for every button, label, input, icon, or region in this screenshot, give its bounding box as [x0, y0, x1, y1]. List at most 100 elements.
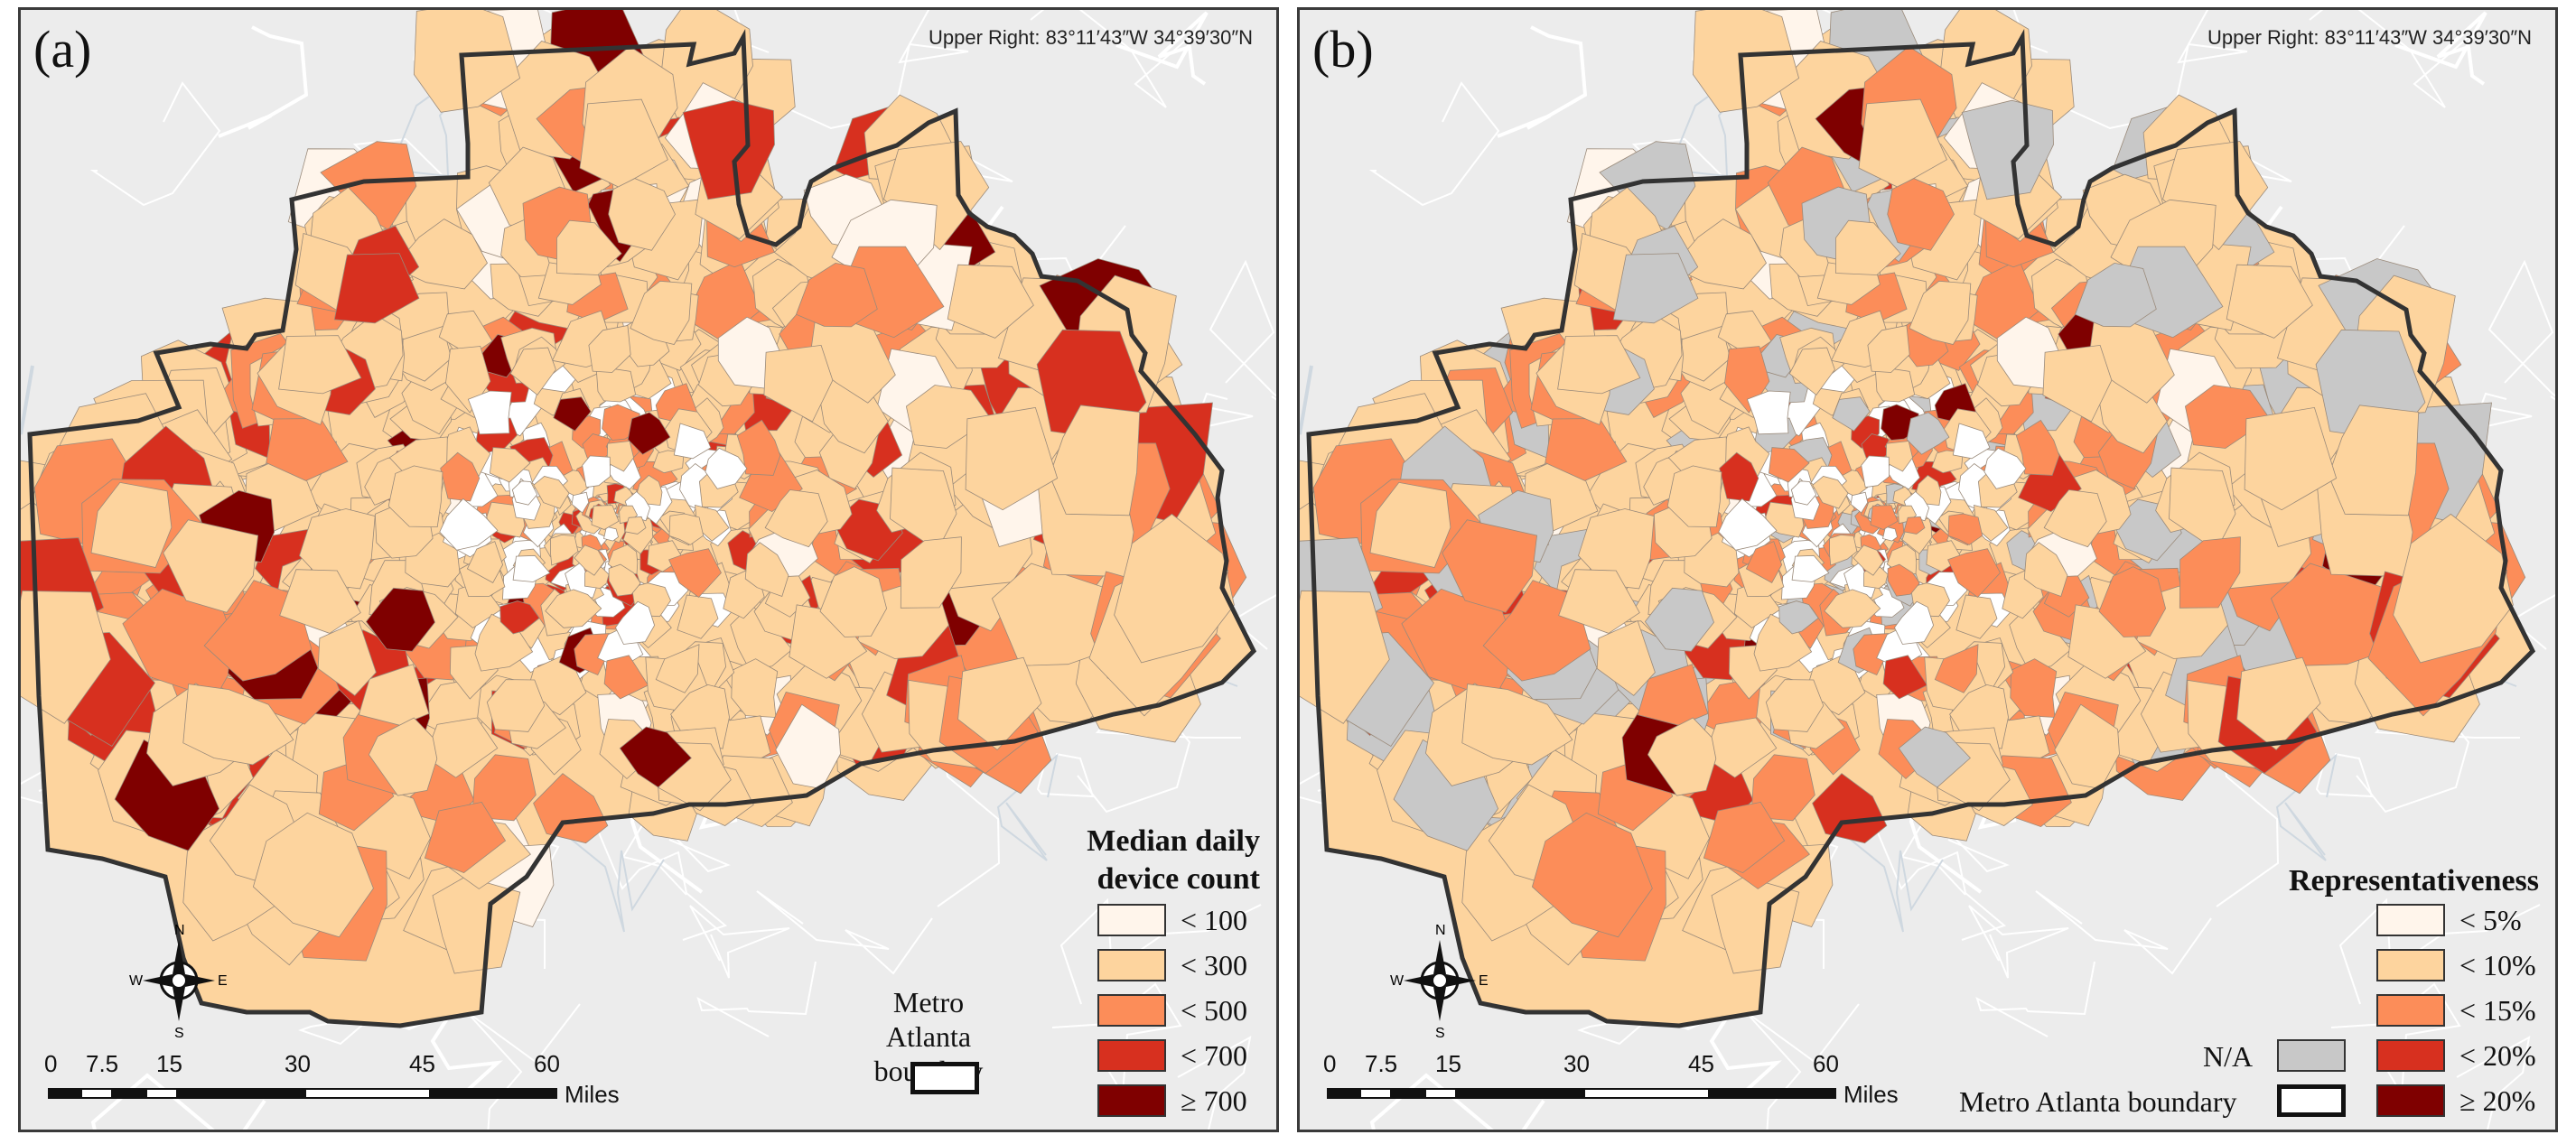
legend-swatch	[2376, 949, 2445, 981]
census-tract	[471, 754, 537, 822]
census-tract	[947, 264, 1034, 339]
panel-label-a: (a)	[33, 20, 92, 79]
basemap-road	[1821, 815, 1944, 933]
compass-e: E	[1479, 973, 1489, 989]
census-tract	[1853, 544, 1884, 576]
basemap-road	[790, 10, 969, 130]
census-tract	[279, 569, 361, 634]
compass-w: W	[129, 973, 144, 989]
census-tract	[591, 505, 620, 530]
census-tract	[365, 587, 435, 652]
census-tract	[368, 717, 438, 796]
basemap-road	[2275, 753, 2338, 861]
census-tract	[424, 801, 507, 874]
scale-segment	[1457, 1088, 1583, 1099]
legend-label: < 5%	[2459, 904, 2522, 936]
census-tract	[1596, 619, 1656, 696]
census-tract	[655, 644, 700, 693]
compass-rose-icon: N S W E	[1390, 923, 1489, 1041]
census-tract	[1369, 481, 1451, 568]
scale-tick: 45	[409, 1050, 435, 1077]
census-tract	[2023, 542, 2068, 598]
census-tract	[603, 525, 619, 542]
legend-label: ≥ 20%	[2459, 1084, 2536, 1117]
census-tract	[2074, 262, 2157, 328]
map-panel-a: (a) Upper Right: 83°11′43″W 34°39′30″N M…	[18, 7, 1279, 1132]
census-tract	[1812, 773, 1888, 844]
boundary-legend-label-b: Metro Atlanta boundary	[1959, 1085, 2237, 1118]
census-tract	[1442, 519, 1538, 613]
census-tract	[2042, 344, 2113, 423]
census-tract	[1644, 587, 1714, 652]
basemap-road	[1177, 1036, 1252, 1130]
compass-rose-icon: N S W E	[129, 923, 228, 1041]
scale-tick: 7.5	[86, 1050, 119, 1077]
basemap-road	[2309, 10, 2469, 108]
census-tract	[1882, 525, 1898, 542]
census-tracts-b	[1300, 10, 2526, 974]
legend-label: < 20%	[2459, 1039, 2536, 1072]
compass-s: S	[174, 1026, 184, 1039]
census-tract	[1745, 541, 1783, 583]
census-tract	[1750, 754, 1815, 822]
legend-label: < 10%	[2459, 949, 2536, 981]
census-tract	[163, 519, 259, 613]
census-tract	[1898, 726, 1971, 788]
census-tract	[553, 396, 592, 432]
census-tract	[1788, 347, 1835, 395]
census-tract	[1887, 563, 1920, 597]
census-tract	[795, 262, 878, 328]
census-tract	[1578, 508, 1655, 590]
census-tract	[965, 406, 1059, 511]
census-tract	[682, 99, 775, 200]
north-arrow-a: N S W E	[129, 922, 229, 1041]
census-tract	[467, 390, 512, 435]
scale-segment	[1424, 1088, 1457, 1099]
census-tract	[550, 534, 579, 566]
census-tract	[608, 178, 676, 251]
census-tract	[1824, 589, 1881, 628]
legend-label: ≥ 700	[1181, 1084, 1247, 1117]
census-tract	[499, 600, 540, 635]
census-tract	[21, 590, 111, 724]
census-tract	[677, 594, 719, 639]
basemap-road	[89, 81, 221, 207]
census-tract	[574, 544, 605, 576]
census-tract	[1768, 447, 1810, 483]
basemap-road	[2035, 890, 2212, 975]
census-tract	[533, 476, 570, 509]
census-tract	[1832, 396, 1871, 432]
census-tract	[673, 423, 712, 460]
census-tract	[512, 554, 551, 582]
scale-tick: 0	[44, 1050, 58, 1077]
census-tract	[299, 508, 376, 590]
basemap-road	[756, 890, 933, 975]
census-tract	[1461, 684, 1573, 766]
census-tract	[278, 335, 362, 395]
metro-boundary-outline-a	[27, 29, 1257, 1028]
na-legend-swatch	[2277, 1039, 2346, 1072]
scale-segment	[145, 1088, 178, 1099]
compass-n: N	[1435, 923, 1446, 938]
map-panel-b: (b) Upper Right: 83°11′43″W 34°39′30″N R…	[1297, 7, 2558, 1132]
census-tract	[252, 812, 374, 938]
census-tract	[511, 480, 538, 506]
census-tract	[1114, 513, 1235, 664]
compass-n: N	[174, 923, 185, 938]
compass-s: S	[1435, 1026, 1445, 1039]
legend-title-line-2: device count	[1097, 862, 1260, 896]
census-tract	[1612, 253, 1699, 324]
census-tract	[1718, 498, 1778, 551]
basemap-road	[1871, 819, 2007, 941]
census-tract	[1870, 505, 1899, 530]
census-tract	[588, 325, 631, 373]
legend-swatch	[1097, 1039, 1166, 1072]
scale-tick: 30	[285, 1050, 311, 1077]
census-tract	[2010, 658, 2058, 718]
basemap-road	[1497, 25, 1588, 138]
census-tract	[763, 344, 834, 423]
legend-label: < 500	[1181, 994, 1248, 1027]
scale-bar-a: 0 7.5 15 30 45 60 Miles	[44, 1050, 620, 1113]
choropleth-map-a	[21, 10, 1276, 1130]
basemap-road	[1030, 10, 1190, 108]
